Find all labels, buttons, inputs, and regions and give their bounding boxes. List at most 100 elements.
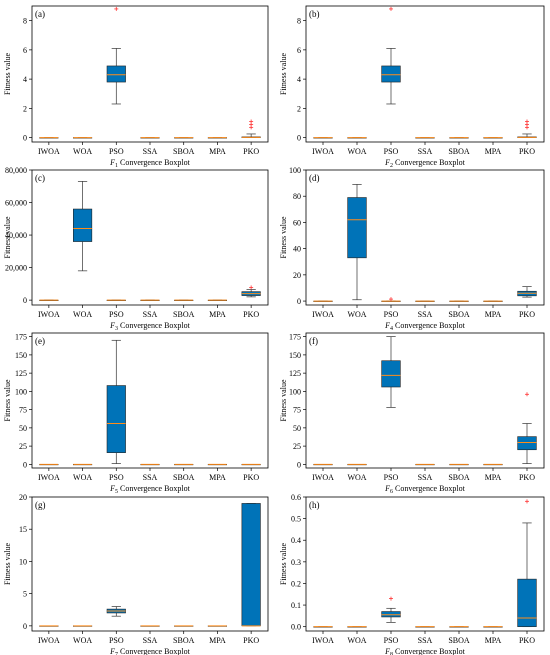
chart-panel-h: (h) 0.0 0.1 0.2 0.3 0.4 0.5 0.6 Fitness value IWO… [279,493,545,655]
panel-label: (b) [309,9,320,19]
y-axis-label: Fitness value [279,53,288,95]
y-tick-label: 4 [297,75,301,84]
title-suffix: Convergence Boxplot [393,321,466,330]
y-tick-label: 60,000 [5,199,27,208]
x-tick-label: IWOA [38,636,60,645]
x-tick-label: SSA [418,473,433,482]
x-tick-label: WOA [347,147,366,156]
box-ssa [140,137,160,139]
title-suffix: Convergence Boxplot [118,647,191,655]
box-woa [73,181,93,272]
box-pso [381,6,401,105]
x-tick-label: WOA [347,473,366,482]
y-tick-label: 0 [23,134,27,143]
x-tick-label: SSA [418,310,433,319]
y-tick-label: 0 [297,297,301,306]
y-tick-label: 0.2 [291,579,301,588]
outlier-marker [389,6,393,11]
x-tick-label: PSO [109,147,124,156]
box-mpa [207,625,228,627]
iqr-box [347,197,367,259]
x-tick-label: WOA [347,636,366,645]
x-tick-label: PKO [519,147,535,156]
y-tick-label: 2 [23,104,27,113]
x-tick-label: WOA [73,636,92,645]
title-subscript: 3 [115,326,118,332]
chart-panel-e: (e) 0 25 50 75 100 125 150 175 Fitness value IWOA W… [3,332,269,495]
box-pso [106,6,126,105]
y-tick-label: 150 [15,351,27,360]
box-mpa [207,299,228,301]
chart-title: F1 Convergence Boxplot [109,158,191,169]
y-tick-label: 100 [289,387,301,396]
title-subscript: 6 [390,489,393,495]
y-tick-label: 0 [23,622,27,631]
panel-label: (d) [309,173,320,183]
box-ssa [415,626,435,628]
title-prefix: F [109,484,115,493]
x-tick-label: PSO [109,310,124,319]
x-tick-label: MPA [209,636,226,645]
x-tick-label: SBOA [173,147,195,156]
y-axis-label: Fitness value [279,379,288,421]
box-ssa [140,463,160,466]
y-axis-label: Fitness value [3,379,12,421]
outlier-marker [114,6,119,11]
y-tick-label: 175 [289,333,301,342]
x-tick-label: WOA [73,310,92,319]
chart-title: F7 Convergence Boxplot [109,647,191,655]
outlier-marker [249,119,254,124]
panel-label: (a) [35,9,45,19]
x-tick-label: MPA [209,147,226,156]
iqr-box [73,208,93,242]
x-tick-label: SSA [143,473,158,482]
box-iwoa [313,300,333,302]
y-tick-label: 100 [289,166,301,175]
iqr-box [517,436,537,451]
box-pko [517,119,537,138]
y-tick-label: 125 [289,369,301,378]
y-tick-label: 0.4 [291,536,301,545]
box-ssa [415,137,435,139]
x-tick-label: SBOA [448,473,470,482]
box-sboa [174,625,194,627]
box-pko [241,119,261,138]
title-subscript: 1 [115,163,118,169]
x-tick-label: PKO [519,310,535,319]
y-axis-label: Fitness value [3,53,12,95]
outlier-marker [525,392,529,397]
x-tick-label: PSO [109,636,124,645]
x-tick-label: SBOA [448,636,470,645]
iqr-box [106,385,126,453]
box-pso [381,297,401,302]
y-tick-label: 6 [297,46,301,55]
box-mpa [483,463,503,466]
y-tick-label: 25 [19,442,27,451]
x-tick-label: PKO [243,310,259,319]
x-tick-label: SSA [143,310,158,319]
iqr-box [381,360,401,388]
box-ssa [140,625,160,627]
x-tick-label: SSA [418,147,433,156]
x-tick-label: SSA [143,147,158,156]
title-subscript: 4 [390,326,393,332]
box-iwoa [39,463,59,466]
chart-title: F5 Convergence Boxplot [109,484,191,495]
y-tick-label: 0.1 [291,601,301,610]
box-pko [241,503,261,627]
y-tick-label: 125 [15,369,27,378]
iqr-box [381,611,401,618]
x-tick-label: SBOA [448,147,470,156]
title-suffix: Convergence Boxplot [118,484,191,493]
box-pso [106,606,126,617]
plot-frame [31,332,269,469]
x-tick-label: IWOA [38,473,60,482]
y-tick-label: 8 [297,17,301,26]
y-tick-label: 2 [297,104,301,113]
y-tick-label: 75 [293,406,301,415]
x-tick-label: SSA [418,636,433,645]
y-tick-label: 0 [297,134,301,143]
y-tick-label: 0.5 [291,515,301,524]
iqr-box [106,65,126,83]
